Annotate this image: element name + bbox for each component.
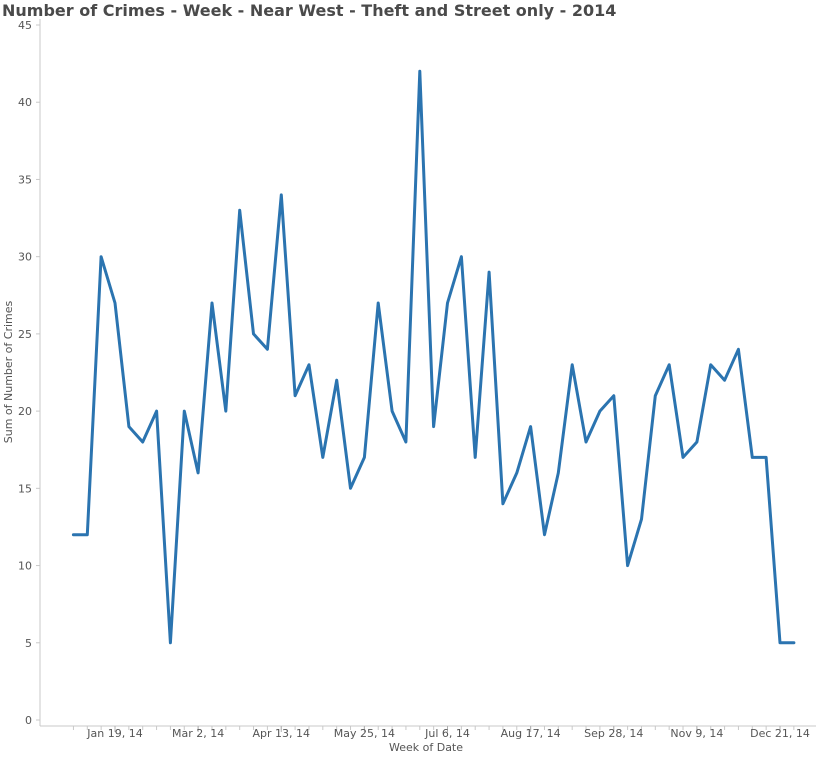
y-tick-label: 25 [18, 328, 32, 341]
data-point [667, 363, 671, 367]
data-point [196, 471, 200, 475]
x-axis-title: Week of Date [389, 741, 463, 754]
data-point [390, 409, 394, 413]
data-point [141, 440, 145, 444]
x-tick-label: Nov 9, 14 [670, 727, 723, 740]
data-point [598, 409, 602, 413]
data-point [182, 409, 186, 413]
data-point [71, 533, 75, 537]
data-point [695, 440, 699, 444]
data-point [307, 363, 311, 367]
y-tick-label: 20 [18, 405, 32, 418]
y-tick-label: 45 [18, 19, 32, 32]
y-tick-label: 30 [18, 251, 32, 264]
data-point [432, 425, 436, 429]
data-point [85, 533, 89, 537]
data-point [168, 641, 172, 645]
x-tick-label: May 25, 14 [334, 727, 395, 740]
x-tick-label: Mar 2, 14 [172, 727, 224, 740]
chart-title: Number of Crimes - Week - Near West - Th… [2, 1, 617, 20]
y-tick-label: 35 [18, 173, 32, 186]
data-point [155, 409, 159, 413]
data-point [626, 564, 630, 568]
data-point [418, 69, 422, 73]
data-point [653, 394, 657, 398]
data-point [543, 533, 547, 537]
data-point [279, 193, 283, 197]
data-point [681, 455, 685, 459]
data-point [265, 347, 269, 351]
data-point [792, 641, 796, 645]
x-tick-label: Aug 17, 14 [501, 727, 561, 740]
data-point [335, 378, 339, 382]
data-point [529, 425, 533, 429]
x-tick-label: Jul 6, 14 [424, 727, 470, 740]
data-point [238, 208, 242, 212]
data-point [515, 471, 519, 475]
data-point [113, 301, 117, 305]
y-tick-label: 10 [18, 560, 32, 573]
data-point [376, 301, 380, 305]
data-point [501, 502, 505, 506]
data-point [487, 270, 491, 274]
y-tick-label: 5 [25, 637, 32, 650]
y-tick-label: 0 [25, 714, 32, 727]
y-axis-ticks: 0 5 10 15 20 25 30 35 40 45 [18, 19, 40, 727]
data-point [210, 301, 214, 305]
y-axis-title: Sum of Number of Crimes [2, 300, 15, 443]
data-point [750, 455, 754, 459]
data-point [612, 394, 616, 398]
y-tick-label: 15 [18, 482, 32, 495]
data-point [473, 455, 477, 459]
data-point [459, 255, 463, 259]
data-point [404, 440, 408, 444]
data-point [99, 255, 103, 259]
data-point [640, 517, 644, 521]
y-tick-label: 40 [18, 96, 32, 109]
series-line [71, 69, 796, 645]
data-point [362, 455, 366, 459]
data-point [127, 425, 131, 429]
data-point [224, 409, 228, 413]
data-point [556, 471, 560, 475]
data-point [709, 363, 713, 367]
x-tick-label: Apr 13, 14 [252, 727, 310, 740]
data-point [446, 301, 450, 305]
data-point [736, 347, 740, 351]
data-point [252, 332, 256, 336]
data-point [570, 363, 574, 367]
data-point [293, 394, 297, 398]
series-layer [71, 69, 796, 645]
axes [39, 19, 816, 727]
data-point [778, 641, 782, 645]
x-tick-label: Jan 19, 14 [86, 727, 142, 740]
data-point [584, 440, 588, 444]
x-tick-label: Sep 28, 14 [584, 727, 643, 740]
x-axis-ticks: Jan 19, 14 Mar 2, 14 Apr 13, 14 May 25, 14 J… [72, 726, 810, 740]
x-tick-label: Dec 21, 14 [750, 727, 810, 740]
data-point [723, 378, 727, 382]
data-point [321, 455, 325, 459]
data-point [349, 486, 353, 490]
data-point [764, 455, 768, 459]
